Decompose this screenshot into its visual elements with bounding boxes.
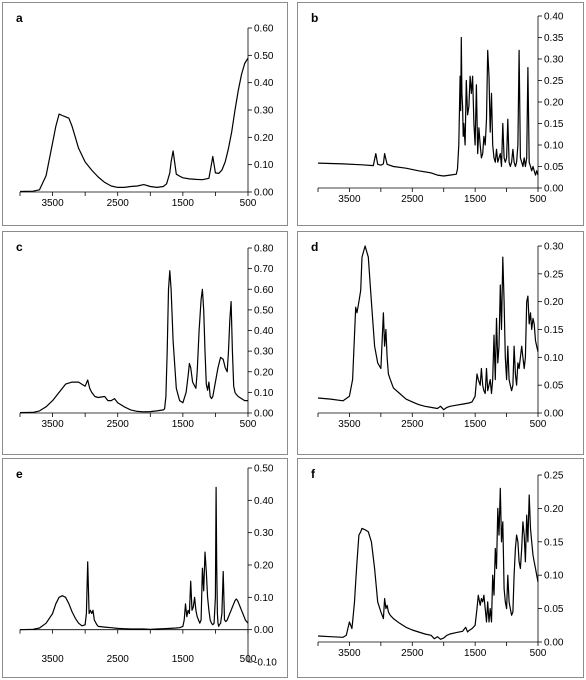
panel-border bbox=[297, 2, 584, 226]
panel-border bbox=[2, 2, 288, 226]
y-tick-label: 0.50 bbox=[254, 464, 274, 475]
y-tick-label: 0.30 bbox=[254, 528, 274, 539]
x-tick-label: 500 bbox=[240, 198, 257, 209]
y-tick-label: 0.50 bbox=[254, 305, 274, 316]
panel-border bbox=[2, 231, 288, 455]
spectrum-line bbox=[19, 270, 248, 414]
y-tick-label: 0.60 bbox=[254, 24, 274, 35]
x-tick-label: 1500 bbox=[464, 194, 487, 205]
y-tick-label: 0.05 bbox=[544, 162, 564, 173]
y-tick-label: 0.00 bbox=[254, 625, 274, 636]
y-tick-label: 0.35 bbox=[544, 33, 564, 44]
y-tick-label: 0.20 bbox=[544, 98, 564, 109]
y-tick-label: 0.10 bbox=[544, 353, 564, 364]
x-tick-label: 500 bbox=[240, 419, 257, 430]
y-tick-label: 0.20 bbox=[254, 561, 274, 572]
x-tick-label: 1500 bbox=[172, 654, 195, 665]
x-tick-label: 2500 bbox=[107, 654, 130, 665]
y-tick-label: 0.00 bbox=[544, 184, 564, 195]
y-tick-label: 0.40 bbox=[254, 496, 274, 507]
y-tick-label: -0.10 bbox=[254, 658, 277, 669]
x-tick-label: 2500 bbox=[107, 198, 130, 209]
y-tick-label: 0.30 bbox=[254, 106, 274, 117]
y-tick-label: 0.30 bbox=[544, 55, 564, 66]
y-tick-label: 0.40 bbox=[254, 326, 274, 337]
panel-d: 0.00 0.05 0.10 0.15 0.20 0.25 0.30 3500 2500 1500… bbox=[297, 231, 584, 455]
spectrum-line bbox=[19, 486, 249, 631]
y-tick-label: 0.10 bbox=[254, 388, 274, 399]
panel-letter: b bbox=[311, 11, 318, 25]
x-tick-label: 500 bbox=[240, 654, 257, 665]
y-tick-label: 0.30 bbox=[544, 242, 564, 253]
x-tick-label: 3500 bbox=[338, 648, 361, 659]
y-tick-label: 0.40 bbox=[544, 12, 564, 23]
y-tick-label: 0.10 bbox=[254, 160, 274, 171]
y-tick-label: 0.10 bbox=[544, 571, 564, 582]
spectrum-line bbox=[317, 245, 539, 411]
panel-c: 0.00 0.10 0.20 0.30 0.40 0.50 0.60 0.70 0.80 3500… bbox=[2, 231, 288, 455]
spectrum-line bbox=[317, 36, 539, 177]
panel-letter: c bbox=[16, 240, 23, 254]
y-tick-label: 0.50 bbox=[254, 51, 274, 62]
panel-letter: a bbox=[16, 11, 23, 25]
y-tick-label: 0.25 bbox=[544, 471, 564, 482]
y-tick-label: 0.15 bbox=[544, 325, 564, 336]
x-tick-label: 2500 bbox=[401, 194, 424, 205]
y-tick-label: 0.20 bbox=[544, 297, 564, 308]
x-tick-label: 1500 bbox=[464, 648, 487, 659]
y-tick-label: 0.00 bbox=[544, 409, 564, 420]
x-tick-label: 3500 bbox=[338, 194, 361, 205]
y-tick-label: 0.05 bbox=[544, 381, 564, 392]
y-tick-label: 0.60 bbox=[254, 285, 274, 296]
y-tick-label: 0.00 bbox=[254, 188, 274, 199]
y-tick-label: 0.15 bbox=[544, 537, 564, 548]
panel-letter: f bbox=[311, 467, 316, 481]
y-tick-label: 0.20 bbox=[254, 367, 274, 378]
spectrum-line bbox=[19, 57, 249, 193]
panel-f: 0.00 0.05 0.10 0.15 0.20 0.25 3500 2500 1500 500 f bbox=[297, 458, 584, 678]
x-tick-label: 3500 bbox=[338, 419, 361, 430]
x-tick-label: 2500 bbox=[107, 419, 130, 430]
y-tick-label: 0.00 bbox=[254, 409, 274, 420]
y-tick-label: 0.25 bbox=[544, 76, 564, 87]
y-tick-label: 0.20 bbox=[544, 504, 564, 515]
x-tick-label: 500 bbox=[530, 648, 547, 659]
y-tick-label: 0.80 bbox=[254, 244, 274, 255]
y-tick-label: 0.40 bbox=[254, 78, 274, 89]
y-tick-label: 0.00 bbox=[544, 638, 564, 649]
y-tick-label: 0.20 bbox=[254, 133, 274, 144]
x-tick-label: 1500 bbox=[172, 419, 195, 430]
y-tick-label: 0.10 bbox=[544, 141, 564, 152]
panel-e: -0.10 0.00 0.10 0.20 0.30 0.40 0.50 3500 2500 150… bbox=[2, 458, 288, 678]
y-tick-label: 0.05 bbox=[544, 604, 564, 615]
panel-border bbox=[297, 458, 584, 678]
panel-letter: d bbox=[311, 240, 318, 254]
y-tick-label: 0.25 bbox=[544, 269, 564, 280]
spectrum-line bbox=[317, 487, 539, 640]
x-tick-label: 500 bbox=[530, 194, 547, 205]
x-tick-label: 500 bbox=[530, 419, 547, 430]
panel-border bbox=[2, 458, 288, 678]
x-tick-label: 2500 bbox=[401, 648, 424, 659]
panel-a: 0.00 0.10 0.20 0.30 0.40 0.50 0.60 3500 2500 1500… bbox=[2, 2, 288, 226]
x-tick-label: 3500 bbox=[41, 198, 64, 209]
y-tick-label: 0.15 bbox=[544, 119, 564, 130]
x-tick-label: 1500 bbox=[464, 419, 487, 430]
x-tick-label: 2500 bbox=[401, 419, 424, 430]
y-tick-label: 0.30 bbox=[254, 347, 274, 358]
panel-b: 0.00 0.05 0.10 0.15 0.20 0.25 0.30 0.35 0.40 3500… bbox=[297, 2, 584, 226]
x-tick-label: 1500 bbox=[172, 198, 195, 209]
y-tick-label: 0.70 bbox=[254, 264, 274, 275]
x-tick-label: 3500 bbox=[41, 654, 64, 665]
x-tick-label: 3500 bbox=[41, 419, 64, 430]
y-tick-label: 0.10 bbox=[254, 593, 274, 604]
panel-letter: e bbox=[16, 467, 23, 481]
